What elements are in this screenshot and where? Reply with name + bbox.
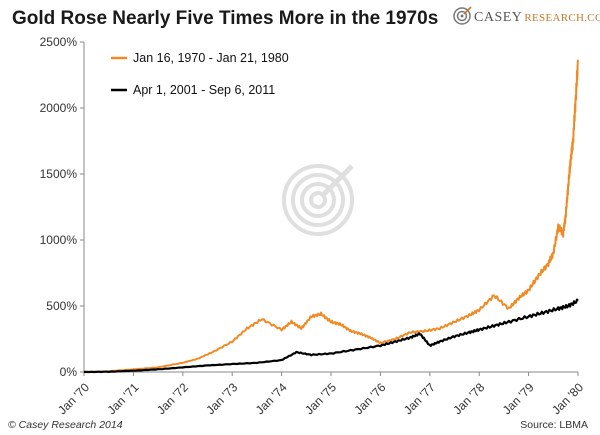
x-tick-label: Jan '75	[302, 380, 339, 417]
chart-title: Gold Rose Nearly Five Times More in the …	[12, 8, 438, 29]
y-tick-label: 1000%	[40, 233, 78, 247]
y-tick-label: 500%	[46, 299, 77, 313]
copyright: © Casey Research 2014	[8, 419, 123, 431]
legend-label-2000s: Apr 1, 2001 - Sep 6, 2011	[133, 83, 275, 97]
watermark-target-icon	[282, 164, 354, 236]
legend-label-1970s: Jan 16, 1970 - Jan 21, 1980	[133, 51, 289, 65]
y-tick-label: 2000%	[40, 101, 78, 115]
y-tick-label: 0%	[60, 365, 78, 379]
x-tick-label: Jan '70	[55, 380, 92, 417]
y-tick-label: 2500%	[40, 35, 78, 49]
series-lines	[83, 59, 579, 374]
y-axis-ticks: 0% 500% 1000% 1500% 2000% 2500%	[40, 35, 84, 379]
series-line-2000s	[83, 298, 579, 374]
x-tick-label: Jan '71	[105, 380, 142, 417]
logo-prefix: Casey	[474, 10, 522, 25]
series-line-1970s	[83, 59, 579, 373]
x-tick-label: Jan '78	[450, 380, 487, 417]
x-tick-label: Jan '76	[352, 380, 389, 417]
x-tick-label: Jan '79	[500, 380, 537, 417]
x-tick-label: Jan '77	[401, 380, 438, 417]
source-note: Source: LBMA	[520, 419, 588, 431]
target-icon	[453, 6, 472, 25]
x-tick-label: Jan '72	[154, 380, 191, 417]
x-tick-label: Jan '74	[253, 380, 290, 417]
logo-suffix: Research.com	[524, 12, 600, 24]
x-tick-label: Jan '80	[549, 380, 586, 417]
x-axis-ticks: Jan '70 Jan '71 Jan '72 Jan '73 Jan '74 Jan '…	[55, 372, 586, 417]
legend: Jan 16, 1970 - Jan 21, 1980 Apr 1, 2001 …	[111, 51, 289, 97]
y-tick-label: 1500%	[40, 167, 78, 181]
x-tick-label: Jan '73	[203, 380, 240, 417]
